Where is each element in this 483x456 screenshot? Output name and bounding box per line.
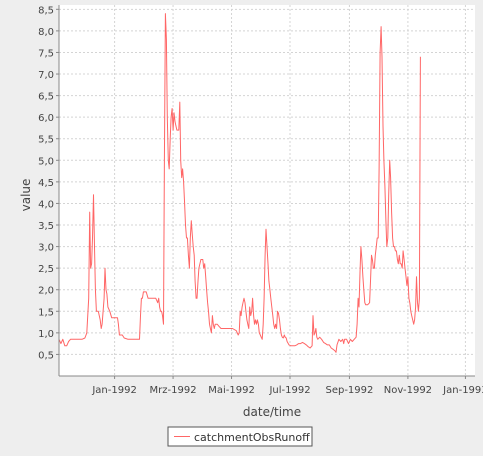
series-line-catchmentobsrunoff [58, 13, 421, 353]
x-tick-label: Mrz-1992 [150, 385, 197, 396]
y-tick-label: 3,0 [38, 243, 54, 254]
x-tick-label: Sep-1992 [325, 385, 373, 396]
legend-item-catchmentobsrunoff: catchmentObsRunoff [194, 431, 310, 444]
x-tick-label: Jan-1993 [442, 385, 483, 396]
y-tick-label: 7,0 [38, 70, 54, 81]
x-tick-labels: Jan-1992 Mrz-1992 Mai-1992 Jul-1992 Sep-1992… [91, 385, 483, 396]
grid-lines [59, 5, 475, 376]
y-tick-label: 8,5 [38, 5, 54, 16]
series-layer [58, 13, 421, 353]
y-tick-label: 2,5 [38, 264, 54, 275]
y-axis-label: value [19, 179, 33, 212]
y-tick-label: 4,0 [38, 199, 54, 210]
plot-area [59, 5, 475, 376]
x-tick-label: Mai-1992 [208, 385, 255, 396]
y-tick-label: 4,5 [38, 178, 54, 189]
y-tick-label: 6,0 [38, 113, 54, 124]
y-tick-label: 0,5 [38, 350, 54, 361]
y-tick-label: 5,5 [38, 135, 54, 146]
y-tick-label: 1,5 [38, 307, 54, 318]
y-tick-label: 8,0 [38, 27, 54, 38]
x-tick-label: Jan-1992 [91, 385, 136, 396]
x-tick-label: Nov-1992 [384, 385, 432, 396]
y-tick-label: 1,0 [38, 329, 54, 340]
y-tick-labels: 0,5 1,0 1,5 2,0 2,5 3,0 3,5 4,0 4,5 5,0 5,5 6,0 6,5 7… [38, 5, 54, 361]
y-tick-label: 5,0 [38, 156, 54, 167]
axes [56, 5, 475, 379]
legend: catchmentObsRunoff [167, 426, 313, 447]
x-axis-label: date/time [243, 405, 301, 419]
legend-box [167, 426, 313, 447]
y-tick-label: 7,5 [38, 48, 54, 59]
y-tick-label: 6,5 [38, 92, 54, 103]
y-tick-label: 2,0 [38, 286, 54, 297]
y-tick-label: 3,5 [38, 221, 54, 232]
x-tick-label: Jul-1992 [268, 385, 310, 396]
